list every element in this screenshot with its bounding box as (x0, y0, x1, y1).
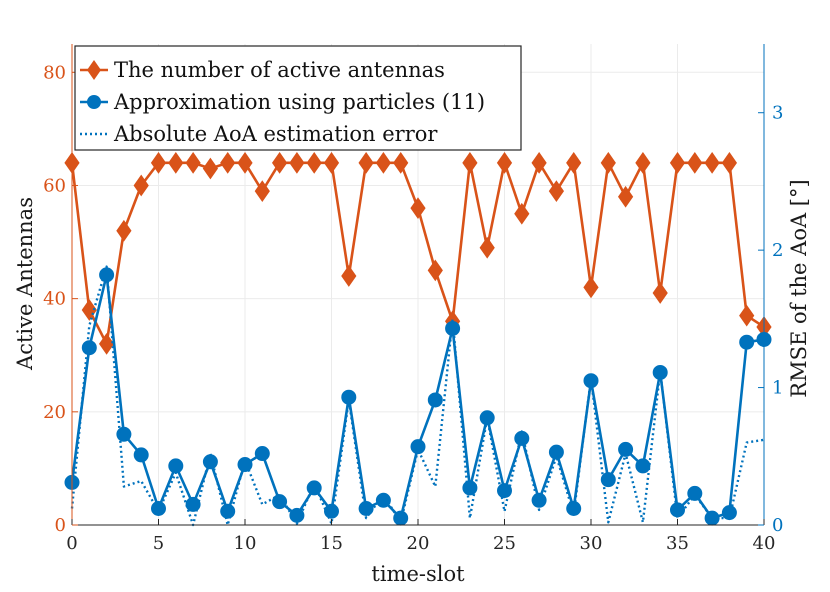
data-point-circle (116, 426, 132, 442)
data-point-diamond (358, 151, 374, 174)
data-point-diamond (635, 151, 651, 174)
data-point-circle (81, 340, 97, 356)
data-point-diamond (289, 151, 305, 174)
data-point-diamond (81, 299, 97, 321)
y-axis-left-label: Active Antennas (13, 197, 37, 371)
data-point-circle (254, 446, 270, 462)
data-point-diamond (566, 151, 582, 174)
data-point-circle (583, 373, 599, 389)
data-point-circle (635, 458, 651, 474)
data-point-circle (324, 503, 339, 519)
data-point-diamond (98, 333, 115, 355)
x-tick-label: 30 (580, 533, 603, 554)
data-point-circle (168, 458, 184, 474)
x-tick-label: 35 (666, 533, 689, 554)
data-point-diamond (617, 185, 634, 208)
data-point-diamond (600, 151, 616, 174)
data-point-circle (358, 501, 374, 517)
data-point-circle (462, 480, 478, 496)
x-tick-label: 10 (234, 533, 257, 554)
x-axis-label: time-slot (371, 562, 465, 586)
data-point-circle (306, 480, 322, 496)
y-left-tick-label: 20 (43, 402, 66, 423)
legend-label-3: Absolute AoA estimation error (113, 122, 438, 146)
data-point-diamond (687, 151, 703, 174)
data-point-diamond (669, 151, 686, 174)
data-point-diamond (479, 236, 495, 259)
data-point-diamond (721, 151, 738, 174)
data-point-circle (393, 510, 409, 526)
data-point-diamond (462, 151, 478, 174)
x-tick-label: 5 (153, 533, 164, 554)
data-point-circle (687, 485, 703, 501)
data-point-diamond (427, 259, 443, 282)
data-point-diamond (514, 202, 530, 225)
data-point-diamond (531, 151, 547, 174)
legend-label-2: Approximation using particles (11) (113, 90, 485, 114)
data-point-circle (479, 410, 495, 426)
data-point-diamond (375, 151, 392, 174)
legend-label-1: The number of active antennas (114, 58, 445, 82)
x-tick-label: 40 (753, 533, 776, 554)
y-left-tick-label: 80 (43, 62, 66, 83)
y-left-tick-label: 0 (55, 515, 66, 536)
data-point-diamond (133, 174, 149, 197)
data-point-circle (272, 494, 288, 510)
x-tick-label: 25 (493, 533, 516, 554)
data-point-circle (739, 334, 755, 350)
data-point-diamond (202, 157, 219, 180)
data-point-diamond (220, 151, 236, 174)
legend-marker-diamond (87, 60, 101, 80)
legend-marker-circle (87, 95, 101, 109)
data-point-circle (133, 447, 149, 463)
data-point-diamond (237, 151, 253, 174)
data-point-circle (566, 501, 582, 517)
data-point-diamond (271, 151, 288, 174)
legend-box (74, 45, 522, 151)
data-point-circle (220, 503, 236, 519)
data-point-circle (375, 492, 391, 508)
data-point-diamond (116, 219, 132, 242)
data-point-diamond (323, 151, 340, 174)
y-right-tick-label: 3 (772, 103, 783, 124)
data-point-diamond (341, 265, 357, 287)
y-left-tick-label: 60 (43, 175, 66, 196)
data-point-diamond (254, 180, 270, 203)
y-right-tick-label: 0 (772, 515, 783, 536)
data-point-diamond (704, 151, 720, 174)
data-point-diamond (410, 197, 426, 219)
data-point-diamond (548, 180, 565, 203)
x-tick-label: 0 (66, 533, 77, 554)
y-right-tick-label: 1 (772, 378, 783, 399)
data-point-circle (514, 430, 530, 446)
data-point-circle (445, 320, 461, 336)
data-point-diamond (185, 151, 201, 174)
y-axis-right-label: RMSE of the AoA [°] (787, 179, 811, 397)
data-point-circle (618, 441, 634, 457)
data-point-diamond (168, 151, 184, 174)
data-point-diamond (583, 276, 599, 299)
data-point-diamond (306, 151, 322, 174)
data-point-diamond (393, 151, 409, 174)
data-point-diamond (739, 304, 755, 327)
data-point-circle (427, 392, 443, 408)
data-point-circle (185, 496, 201, 512)
data-point-diamond (652, 282, 668, 304)
data-point-circle (410, 439, 426, 455)
data-point-circle (600, 472, 616, 488)
data-point-diamond (496, 151, 513, 174)
y-left-tick-label: 40 (43, 289, 66, 310)
x-tick-label: 20 (407, 533, 430, 554)
y-right-tick-label: 2 (772, 240, 783, 261)
data-point-circle (548, 444, 564, 460)
x-tick-label: 15 (320, 533, 343, 554)
data-point-circle (721, 505, 737, 521)
data-point-diamond (150, 151, 167, 174)
data-point-circle (670, 502, 685, 518)
legend: The number of active antennas Approximati… (74, 45, 522, 151)
